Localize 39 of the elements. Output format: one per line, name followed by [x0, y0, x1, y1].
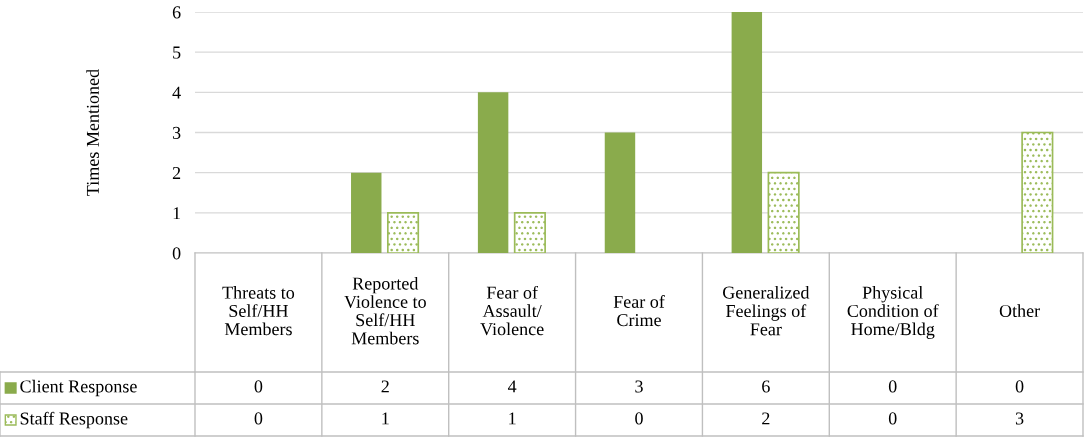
data-label: 3 — [635, 380, 643, 393]
bar — [477, 92, 509, 253]
legend-label: Client Response — [20, 379, 137, 397]
data-label: 1 — [382, 412, 389, 425]
bar — [1021, 131, 1054, 253]
data-label: 4 — [507, 380, 517, 393]
x-tick-label: Threats to Self/HH Members — [222, 286, 295, 336]
data-label: 0 — [254, 380, 263, 393]
data-label: 2 — [762, 412, 770, 425]
bar — [731, 12, 763, 253]
y-tick-label: 6 — [172, 6, 181, 19]
data-label: 0 — [888, 412, 897, 425]
bar — [513, 211, 546, 253]
x-tick-label: Other — [999, 304, 1040, 318]
bar — [386, 211, 420, 253]
y-tick-label: 0 — [172, 247, 181, 260]
x-tick-label: Physical Condition of Home/Bldg — [847, 286, 939, 339]
y-tick-label: 2 — [172, 166, 181, 179]
y-tick-label: 3 — [172, 126, 181, 139]
bar — [351, 172, 382, 253]
y-tick-label: 1 — [173, 207, 181, 220]
data-label: 0 — [254, 412, 263, 425]
y-axis-title: Times Mentioned — [86, 69, 99, 196]
y-tick-label: 5 — [173, 46, 181, 59]
x-tick-label: Fear of Crime — [613, 295, 665, 327]
data-label: 0 — [1015, 380, 1024, 393]
x-tick-label: Reported Violence to Self/HH Members — [344, 276, 426, 345]
data-label: 3 — [1015, 412, 1024, 425]
bar — [604, 132, 636, 253]
y-tick-label: 4 — [172, 86, 181, 99]
data-label: 2 — [381, 380, 389, 393]
data-label: 1 — [509, 412, 516, 425]
data-label: 6 — [762, 380, 770, 393]
x-tick-label: Fear of Assault/ Violence — [480, 285, 544, 336]
data-label: 0 — [635, 412, 643, 425]
x-tick-label: Generalized Feelings of Fear — [722, 285, 810, 336]
data-label: 0 — [888, 380, 897, 393]
bar — [767, 171, 800, 253]
legend-label: Staff Response — [20, 411, 128, 429]
